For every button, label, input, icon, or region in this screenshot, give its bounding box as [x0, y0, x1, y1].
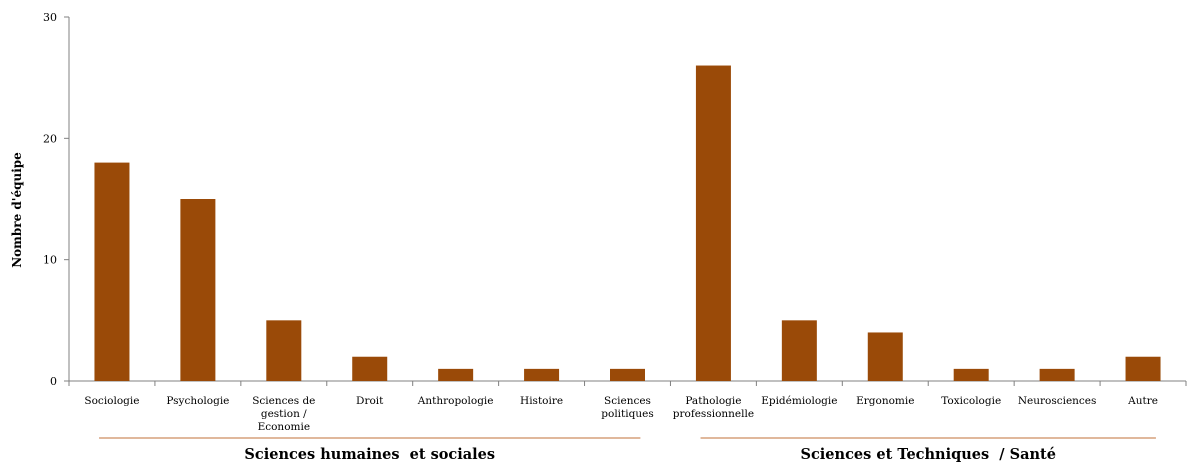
- bars: [94, 65, 1161, 382]
- x-tick-label: Histoire: [520, 395, 563, 407]
- y-tick-label: 20: [43, 132, 57, 145]
- x-tick-label: politiques: [601, 408, 653, 420]
- x-tick-label: Pathologie: [685, 395, 741, 407]
- axes: 0 10 20 30: [43, 11, 1187, 388]
- x-tick-label: Psychologie: [166, 395, 229, 407]
- bar: [94, 162, 130, 381]
- bar: [352, 356, 388, 381]
- x-tick-label: gestion /: [261, 408, 307, 420]
- x-tick-label: Anthropologie: [417, 395, 494, 407]
- group-label: Sciences humaines et sociales: [244, 446, 495, 463]
- y-tick-label: 30: [43, 11, 57, 24]
- x-tick-label: Sciences: [604, 395, 651, 407]
- x-tick-label: Sociologie: [84, 395, 139, 407]
- x-tick-label: Neurosciences: [1018, 395, 1097, 407]
- x-tick-label: Sciences de: [252, 395, 315, 407]
- bar: [524, 368, 560, 381]
- bar: [610, 368, 645, 381]
- x-tick-label: Toxicologie: [941, 395, 1001, 407]
- y-tick-label: 10: [43, 254, 57, 267]
- bar: [438, 368, 474, 381]
- bar: [695, 65, 731, 382]
- x-tick-label: Autre: [1127, 395, 1158, 407]
- y-axis-label: Nombre d'équipe: [10, 152, 24, 268]
- x-tick-label: Epidémiologie: [761, 395, 837, 407]
- bar: [953, 368, 989, 381]
- group-annotations: Sciences humaines et sociales Sciences et…: [99, 437, 1156, 463]
- x-tick-label: Economie: [258, 421, 310, 433]
- bar: [266, 320, 302, 381]
- category-labels: Sociologie Psychologie Sciences degestion …: [84, 395, 1158, 433]
- x-tick-label: Droit: [356, 395, 384, 407]
- x-tick-label: Ergonomie: [856, 395, 914, 407]
- bar: [867, 332, 903, 381]
- y-tick-label: 0: [50, 375, 57, 388]
- group-label: Sciences et Techniques / Santé: [801, 446, 1056, 463]
- bar: [1039, 368, 1075, 381]
- x-tick-label: professionnelle: [673, 408, 754, 420]
- bar: [180, 199, 216, 381]
- bar: [781, 320, 817, 381]
- bar: [1125, 356, 1161, 381]
